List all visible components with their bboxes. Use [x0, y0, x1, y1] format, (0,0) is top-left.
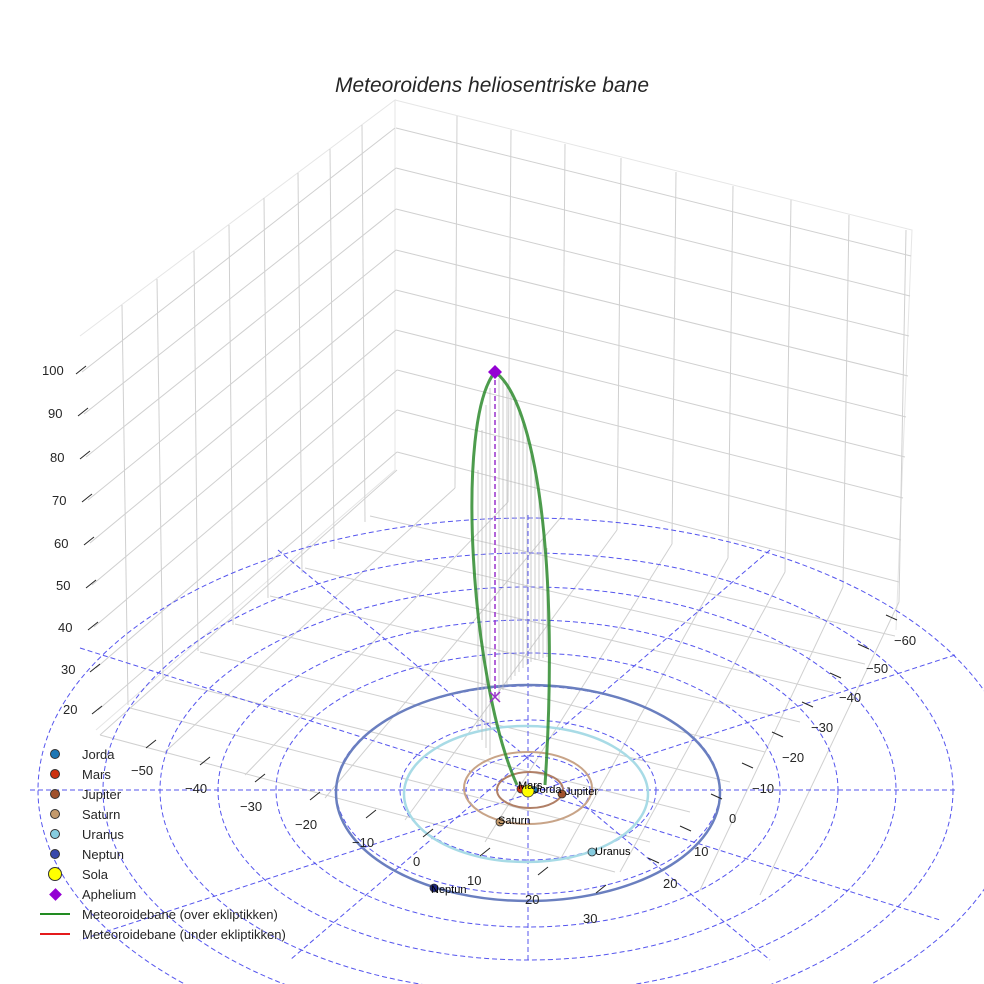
- x-tick: −10: [352, 835, 374, 850]
- x-axis: [145, 739, 607, 894]
- green-line-icon: [40, 913, 70, 915]
- orbit-uranus: [402, 724, 650, 864]
- y-axis: [647, 614, 898, 864]
- legend-item-neptun: Neptun: [38, 844, 286, 864]
- y-tick: −30: [811, 720, 833, 735]
- z-tick: 50: [56, 578, 70, 593]
- y-tick: −50: [866, 661, 888, 676]
- legend-item-jorda: Jorda: [38, 744, 286, 764]
- chart-title: Meteoroidens heliosentriske bane: [334, 74, 650, 97]
- label-neptun: Neptun: [431, 884, 466, 896]
- legend-item-jupiter: Jupiter: [38, 784, 286, 804]
- z-tick: 30: [61, 662, 75, 677]
- label-jorda: Jorda: [534, 784, 562, 796]
- planet-uranus: [587, 847, 597, 857]
- mars-marker-icon: [50, 769, 60, 779]
- x-tick: 0: [413, 854, 420, 869]
- z-tick: 20: [63, 702, 77, 717]
- legend-item-sola: Sola: [38, 864, 286, 884]
- orbit-neptun: [334, 683, 722, 903]
- neptun-marker-icon: [50, 849, 60, 859]
- y-tick: −40: [839, 690, 861, 705]
- planet-neptun: [429, 883, 439, 893]
- legend-item-orbit-below: Meteoroidebane (under ekliptikken): [38, 924, 286, 944]
- y-tick: 0: [729, 811, 736, 826]
- x-tick: 10: [467, 873, 481, 888]
- legend-item-mars: Mars: [38, 764, 286, 784]
- y-tick: 20: [663, 876, 677, 891]
- planet-jupiter: [557, 789, 567, 799]
- jupiter-marker-icon: [50, 789, 60, 799]
- legend: Jorda Mars Jupiter Saturn Uranus Neptun …: [38, 744, 286, 944]
- x-tick: −20: [295, 817, 317, 832]
- projection-lines: [477, 378, 548, 755]
- box-grid: [79, 99, 913, 896]
- legend-item-saturn: Saturn: [38, 804, 286, 824]
- aphelion-projection-marker: [489, 691, 501, 703]
- z-axis: [75, 365, 103, 715]
- y-tick: −20: [782, 750, 804, 765]
- planets: [429, 784, 597, 893]
- sun: [521, 784, 535, 798]
- y-tick: 10: [694, 844, 708, 859]
- x-tick: 30: [583, 911, 597, 926]
- x-tick: −30: [240, 799, 262, 814]
- legend-item-orbit-above: Meteoroidebane (over ekliptikken): [38, 904, 286, 924]
- orbit-saturn: [463, 751, 593, 825]
- planet-saturn: [495, 817, 505, 827]
- uranus-marker-icon: [50, 829, 60, 839]
- legend-item-aphelium: Aphelium: [38, 884, 286, 904]
- z-tick: 40: [58, 620, 72, 635]
- label-mars: Mars: [518, 780, 543, 792]
- x-tick: 20: [525, 892, 539, 907]
- label-saturn: Saturn: [498, 815, 530, 827]
- y-tick: −60: [894, 633, 916, 648]
- jorda-marker-icon: [50, 749, 60, 759]
- z-tick: 60: [54, 536, 68, 551]
- z-tick: 70: [52, 493, 66, 508]
- z-tick: 80: [50, 450, 64, 465]
- legend-item-uranus: Uranus: [38, 824, 286, 844]
- sun-marker-icon: [48, 867, 62, 881]
- aphelion-marker: [488, 365, 502, 379]
- saturn-marker-icon: [50, 809, 60, 819]
- label-jupiter: Jupiter: [565, 786, 598, 798]
- y-tick: −10: [752, 781, 774, 796]
- label-uranus: Uranus: [595, 846, 631, 858]
- z-tick: 100: [42, 363, 64, 378]
- x-tick: −40: [185, 781, 207, 796]
- diamond-marker-icon: [48, 887, 62, 901]
- x-tick: −50: [131, 763, 153, 778]
- z-tick: 90: [48, 406, 62, 421]
- red-line-icon: [40, 933, 70, 935]
